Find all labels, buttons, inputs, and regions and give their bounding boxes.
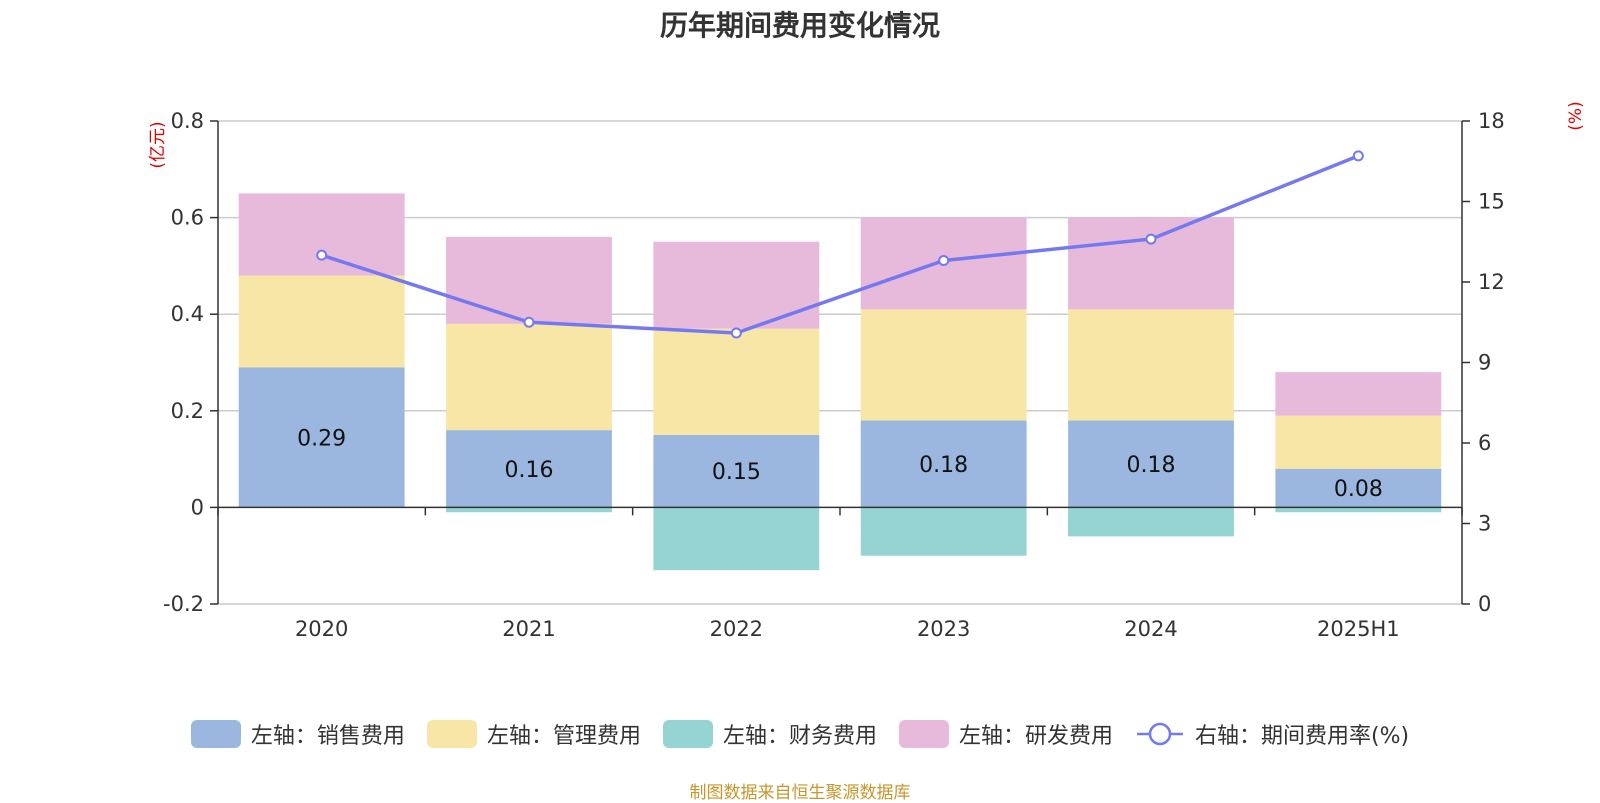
bar-segment-3	[1068, 507, 1234, 537]
left-axis-tick-label: -0.2	[163, 592, 204, 616]
bar-segment-1	[1275, 468, 1442, 508]
rate-point	[1145, 233, 1157, 245]
legend-label: 左轴：销售费用	[250, 724, 405, 749]
bar-segment-1	[860, 420, 1027, 508]
bar-segment-1	[1068, 420, 1234, 508]
legend-line-marker-icon	[1136, 722, 1183, 746]
bar-data-label: 0.15	[712, 460, 761, 485]
bar-segment-2	[653, 328, 820, 435]
bar-data-label: 0.08	[1334, 477, 1383, 502]
data-labels: 0.29 0.16 0.15 0.18 0.18 0.08	[297, 426, 1383, 502]
rate-point	[316, 249, 328, 261]
rate-point	[938, 255, 950, 267]
rate-line	[321, 154, 1359, 335]
legend-item-4[interactable]: 左轴：研发费用	[898, 718, 1113, 750]
legend-swatch	[662, 720, 713, 748]
right-axis-tick-label: 12	[1478, 270, 1505, 294]
axes: -0.2 0 0.2 0.4 0.6 0.8 0 3 6 9 12 15 18 (亿元) (%) 2020 20…	[148, 101, 1586, 641]
legend-item-2[interactable]: 左轴：管理费用	[426, 718, 641, 750]
right-axis-unit: (%)	[1566, 101, 1586, 130]
x-axis-tick-label: 2025H1	[1317, 617, 1400, 641]
bar-segment-3	[1275, 507, 1442, 513]
right-axis-tick-label: 0	[1478, 592, 1491, 616]
bar-segment-4	[446, 236, 612, 324]
bar-segment-2	[1275, 415, 1442, 469]
bar-segment-1	[238, 367, 405, 508]
right-axis-tick-label: 9	[1478, 351, 1491, 375]
bar-data-label: 0.29	[297, 426, 346, 451]
x-axis-tick-label: 2022	[710, 617, 763, 641]
rate-point	[523, 316, 535, 328]
x-axis-tick-label: 2021	[502, 617, 555, 641]
bar-segment-4	[238, 193, 405, 276]
bars	[238, 193, 1442, 571]
left-axis-tick-label: 0.6	[171, 206, 204, 230]
x-axis-tick-label: 2024	[1124, 617, 1177, 641]
left-axis-tick-label: 0.4	[171, 302, 204, 326]
right-axis-tick-label: 3	[1478, 512, 1491, 536]
bar-segment-2	[1068, 309, 1234, 421]
left-axis-tick-label: 0.2	[171, 399, 204, 423]
legend-swatch	[426, 720, 477, 748]
bar-segment-2	[860, 309, 1027, 421]
legend-label: 左轴：研发费用	[958, 724, 1113, 749]
legend: 左轴：销售费用 左轴：管理费用 左轴：财务费用 左轴：研发费用 右轴：期间费用率(%)	[0, 718, 1600, 750]
legend-item-5[interactable]: 右轴：期间费用率(%)	[1135, 718, 1409, 750]
legend-label: 左轴：管理费用	[486, 724, 641, 749]
left-axis-unit: (亿元)	[148, 121, 168, 168]
bar-segment-3	[653, 507, 820, 571]
right-axis-tick-label: 18	[1478, 109, 1505, 133]
right-axis-tick-label: 15	[1478, 190, 1505, 214]
legend-swatch	[190, 720, 241, 748]
legend-label: 右轴：期间费用率(%)	[1194, 724, 1410, 749]
x-axis-tick-label: 2020	[295, 617, 348, 641]
legend-item-1[interactable]: 左轴：销售费用	[190, 718, 405, 750]
rate-point	[730, 327, 742, 339]
right-axis-tick-label: 6	[1478, 431, 1491, 455]
bar-segment-3	[860, 507, 1027, 556]
left-axis-tick-label: 0.8	[171, 109, 204, 133]
source-note: 制图数据来自恒生聚源数据库	[689, 783, 911, 803]
legend-label: 左轴：财务费用	[722, 724, 877, 749]
left-axis-tick-label: 0	[191, 495, 204, 519]
legend-swatch	[898, 720, 949, 748]
bar-segment-4	[1068, 217, 1234, 310]
bar-segment-4	[653, 241, 820, 329]
bar-data-label: 0.16	[505, 458, 554, 483]
bar-segment-1	[653, 434, 820, 508]
bar-segment-2	[446, 323, 612, 431]
rate-point	[1352, 150, 1364, 162]
bar-data-label: 0.18	[919, 453, 968, 478]
bar-data-label: 0.18	[1127, 453, 1176, 478]
bar-segment-1	[446, 430, 612, 508]
rate-line-series	[316, 150, 1364, 339]
chart-plot: -0.2 0 0.2 0.4 0.6 0.8 0 3 6 9 12 15 18 (亿元) (%) 2020 20…	[148, 101, 1586, 641]
bar-segment-2	[238, 275, 405, 368]
chart-title: 历年期间费用变化情况	[659, 9, 940, 42]
legend-item-3[interactable]: 左轴：财务费用	[662, 718, 877, 750]
x-axis-tick-label: 2023	[917, 617, 970, 641]
bar-segment-3	[446, 507, 612, 513]
gridlines	[218, 120, 1462, 605]
bar-segment-4	[1275, 372, 1442, 416]
